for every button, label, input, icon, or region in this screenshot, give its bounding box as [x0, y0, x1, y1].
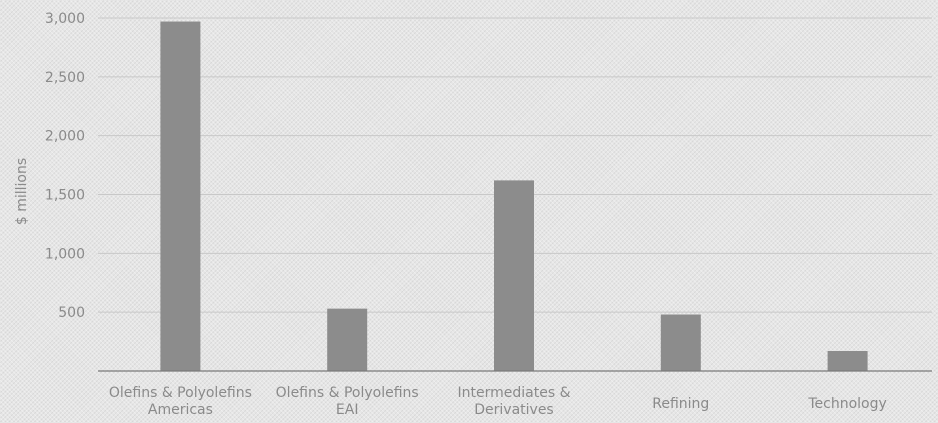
y-tick-label: 1,000	[45, 246, 85, 262]
y-tick-label: 500	[58, 305, 85, 321]
y-tick-label: 2,000	[45, 129, 85, 145]
y-axis-title: $ millions	[14, 158, 30, 225]
x-category-label: Refining	[652, 396, 709, 412]
y-tick-labels: 500 1,000 1,500 2,000 2,500 3,000	[45, 11, 85, 321]
x-category-label: Intermediates & Derivatives	[458, 385, 571, 418]
bars	[160, 21, 868, 372]
bar	[327, 308, 368, 371]
bar	[827, 350, 868, 371]
x-category-labels: Olefins & Polyolefins Americas Olefins & P…	[109, 385, 887, 418]
x-category-label: Olefins & Polyolefins Americas	[109, 385, 252, 418]
bar	[494, 180, 534, 371]
y-tick-label: 2,500	[45, 70, 85, 86]
bar	[160, 21, 201, 372]
y-tick-label: 1,500	[45, 188, 85, 204]
bar	[660, 314, 701, 371]
x-category-label: Olefins & Polyolefins EAI	[276, 385, 419, 418]
x-category-label: Technology	[807, 396, 886, 412]
y-tick-label: 3,000	[45, 11, 85, 27]
